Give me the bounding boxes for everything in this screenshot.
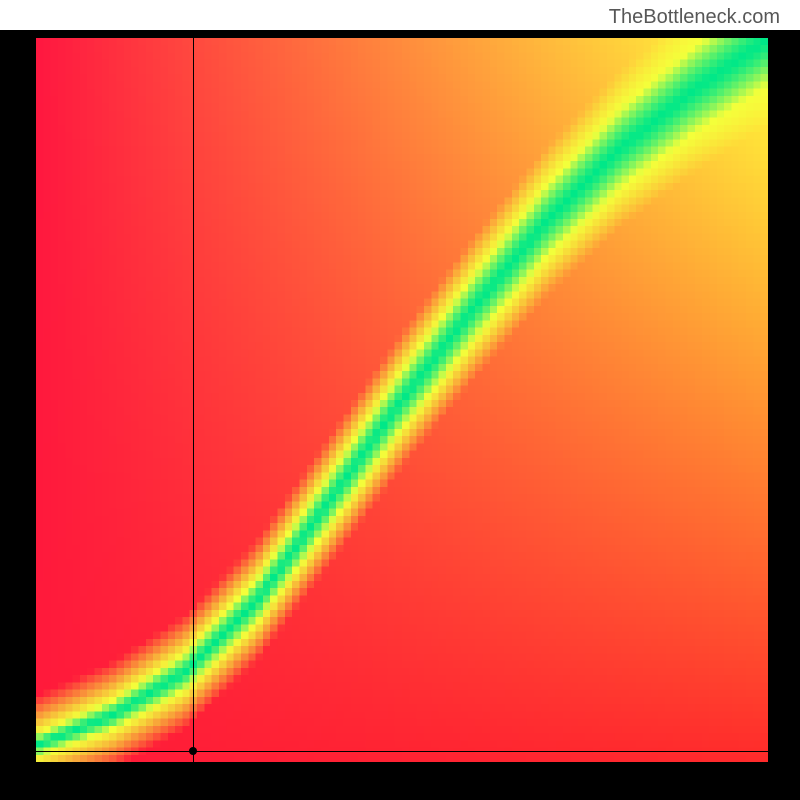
- heatmap-chart: [0, 30, 800, 800]
- heatmap-canvas: [36, 38, 768, 762]
- crosshair-horizontal: [36, 751, 768, 752]
- crosshair-vertical: [193, 38, 194, 762]
- watermark-text: TheBottleneck.com: [609, 6, 780, 29]
- crosshair-point: [189, 747, 197, 755]
